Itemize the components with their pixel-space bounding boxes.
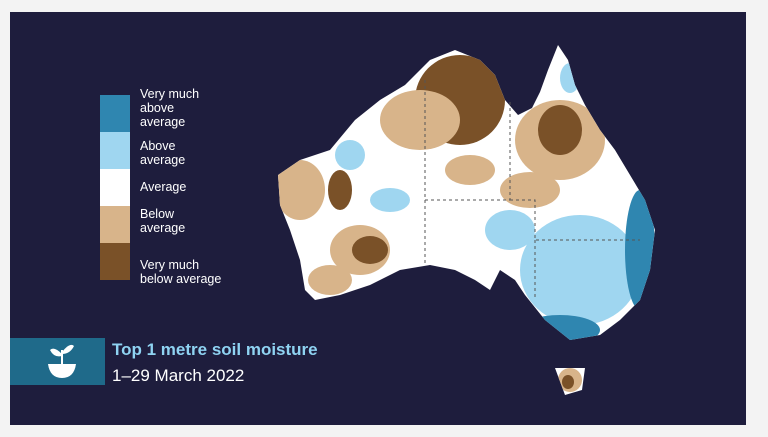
legend-label: Average [140,180,186,194]
map-fill [278,45,655,395]
legend-label-line: average [140,153,186,167]
legend-label-line: Above [140,139,176,153]
legend-label-line: Average [140,180,187,194]
legend-swatch [100,132,130,169]
subtitle: 1–29 March 2022 [112,366,245,385]
legend-label-line: average [140,221,186,235]
title: Top 1 metre soil moisture [112,340,318,359]
legend-swatches [100,95,130,280]
legend-label: Very much below average [140,258,221,286]
legend-label-line: below average [140,272,222,286]
legend-swatch [100,206,130,243]
state-borders [424,80,640,300]
legend-label-line: Very much [140,87,200,101]
legend-swatch [100,243,130,280]
legend-label-line: Below [140,207,175,221]
legend-swatch [100,169,130,206]
legend-label-line: average [140,115,186,129]
legend-label: Above average [140,139,185,167]
legend-swatch [100,95,130,132]
legend-label: Below average [140,207,185,235]
badge [10,338,105,385]
legend-label-line: Very much [140,258,200,272]
legend-label-line: above [140,101,175,115]
plant-icon [48,344,76,378]
legend-label: Very much above average [140,87,199,129]
